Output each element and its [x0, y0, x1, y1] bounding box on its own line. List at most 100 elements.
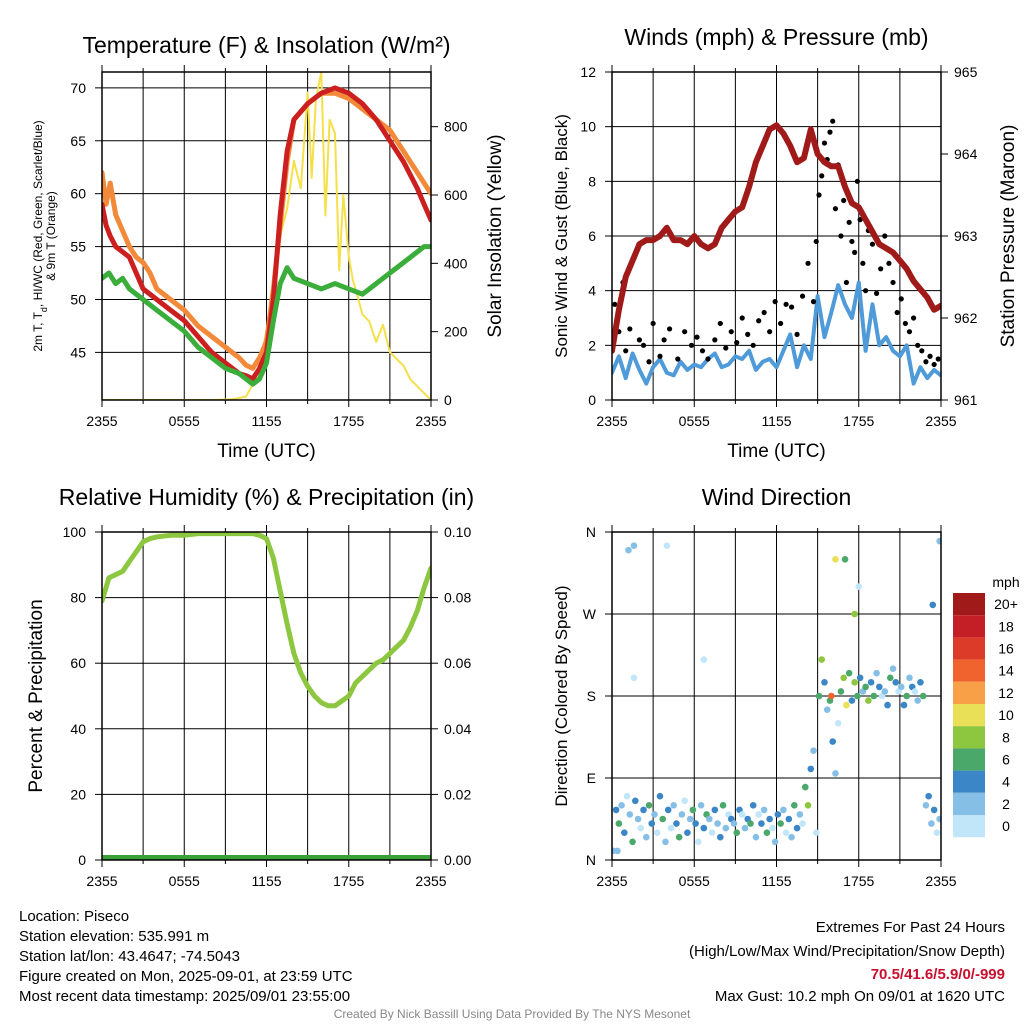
wind-direction-point	[892, 679, 900, 686]
wind-direction-point	[678, 811, 686, 818]
wind-direction-point	[925, 792, 932, 800]
series-solar-insolation	[102, 72, 431, 400]
y-tick-label: 70	[70, 80, 86, 96]
y2-tick-label: 0.06	[444, 655, 471, 671]
wind-direction-point	[936, 815, 941, 823]
y-axis-label: Percent & Precipitation	[26, 599, 47, 792]
wind-direction-point	[801, 783, 809, 791]
x-tick-label: 2355	[925, 873, 956, 889]
wind-direction-point	[782, 829, 790, 836]
x-tick-label: 2355	[596, 413, 627, 429]
wind-direction-point	[804, 802, 812, 809]
wind-direction-point	[695, 838, 702, 846]
legend-label: 2	[1002, 796, 1010, 812]
y2-tick-label: 0	[444, 392, 452, 408]
wind-direction-point	[834, 720, 842, 727]
wind-direction-point	[766, 815, 773, 823]
legend-label: 12	[998, 685, 1014, 701]
series-gust-point	[627, 326, 633, 332]
y-axis-label-line2: & 9m T (Orange)	[44, 191, 58, 281]
series-9m-t	[102, 90, 431, 371]
y2-axis-label: Station Pressure (Maroon)	[998, 125, 1019, 348]
legend-swatch	[953, 726, 985, 749]
y2-axis-label: Solar Insolation (Yellow)	[485, 134, 506, 337]
x-tick-label: 0555	[679, 873, 710, 889]
wind-direction-point	[886, 674, 894, 682]
series-gust-point	[810, 299, 817, 305]
x-tick-label: 0555	[169, 873, 200, 889]
series-gust-point	[846, 219, 852, 225]
station-latlon: Station lat/lon: 43.4647; -74.5043	[19, 948, 241, 965]
series-gust-point	[772, 299, 778, 305]
wind-direction-point	[848, 697, 856, 704]
wind-direction-point	[889, 665, 897, 672]
legend-label: 14	[998, 663, 1014, 679]
y2-tick-label: 400	[444, 255, 468, 271]
wind-direction-point	[911, 688, 919, 695]
wind-direction-point	[862, 683, 869, 691]
series-gust-point	[675, 356, 681, 362]
wind-direction-point	[673, 820, 680, 827]
wind-direction-point	[630, 674, 638, 682]
max-gust: Max Gust: 10.2 mph On 09/01 at 1620 UTC	[714, 988, 1005, 1005]
legend-swatch	[953, 815, 985, 838]
series-gust-point	[783, 301, 789, 307]
wind-direction-point	[832, 556, 839, 563]
wind-direction-point	[841, 556, 849, 563]
y2-tick-label: 963	[954, 228, 978, 244]
y-tick-label: 8	[588, 173, 596, 189]
plot-area-temp	[102, 72, 431, 400]
wind-direction-point	[708, 829, 716, 836]
plot-frame	[101, 531, 432, 861]
wind-direction-point	[684, 829, 691, 836]
wind-direction-point	[645, 802, 653, 809]
wind-direction-point	[689, 806, 697, 814]
wind-direction-point	[681, 797, 688, 805]
wind-direction-point	[832, 770, 839, 777]
series-gust-point	[894, 309, 900, 316]
series-gust-point	[878, 266, 884, 272]
wind-direction-point	[815, 692, 823, 700]
series-gust-point	[813, 238, 819, 245]
wind-direction-point	[845, 669, 853, 677]
series-gust-point	[854, 178, 860, 184]
wind-direction-point	[763, 829, 771, 836]
series-gust-point	[832, 206, 839, 212]
y-tick-label: E	[587, 770, 596, 786]
legend-label: 16	[998, 641, 1014, 657]
series-gust-point	[778, 320, 784, 327]
wind-direction-point	[614, 847, 621, 855]
series-2m-t	[102, 85, 431, 382]
series-gust-point	[694, 334, 700, 340]
series-gust-point	[902, 320, 908, 327]
series-gust-point	[816, 192, 822, 198]
wind-direction-point	[854, 692, 861, 700]
wind-direction-point	[667, 824, 675, 832]
plot-frame	[101, 71, 432, 401]
wind-direction-point	[760, 806, 768, 814]
x-tick-label: 2355	[596, 873, 627, 889]
most-recent-timestamp: Most recent data timestamp: 2025/09/01 2…	[19, 988, 351, 1005]
wind-direction-point	[873, 669, 880, 677]
series-gust-point	[682, 329, 688, 335]
wind-direction-point	[747, 820, 754, 827]
wind-direction-point	[686, 815, 694, 823]
wind-direction-point	[716, 833, 724, 841]
series-gust-point	[723, 345, 729, 351]
series-gust-point	[734, 340, 740, 346]
wind-direction-point	[771, 838, 779, 846]
series-station-pressure	[612, 122, 941, 354]
series-gust-point	[910, 315, 917, 321]
legend-label: 20+	[994, 596, 1018, 612]
y-tick-label: 4	[588, 283, 596, 299]
wind-direction-point	[777, 820, 784, 827]
series-gust-point	[827, 129, 833, 135]
series-gust-point	[739, 315, 745, 321]
plot-frame	[611, 71, 942, 401]
wind-direction-point	[675, 833, 683, 841]
series-gust-point	[661, 337, 667, 343]
wind-direction-point	[788, 833, 795, 841]
x-tick-label: 2355	[415, 873, 446, 889]
wind-direction-point	[903, 692, 911, 700]
x-tick-label: 1155	[251, 873, 281, 889]
